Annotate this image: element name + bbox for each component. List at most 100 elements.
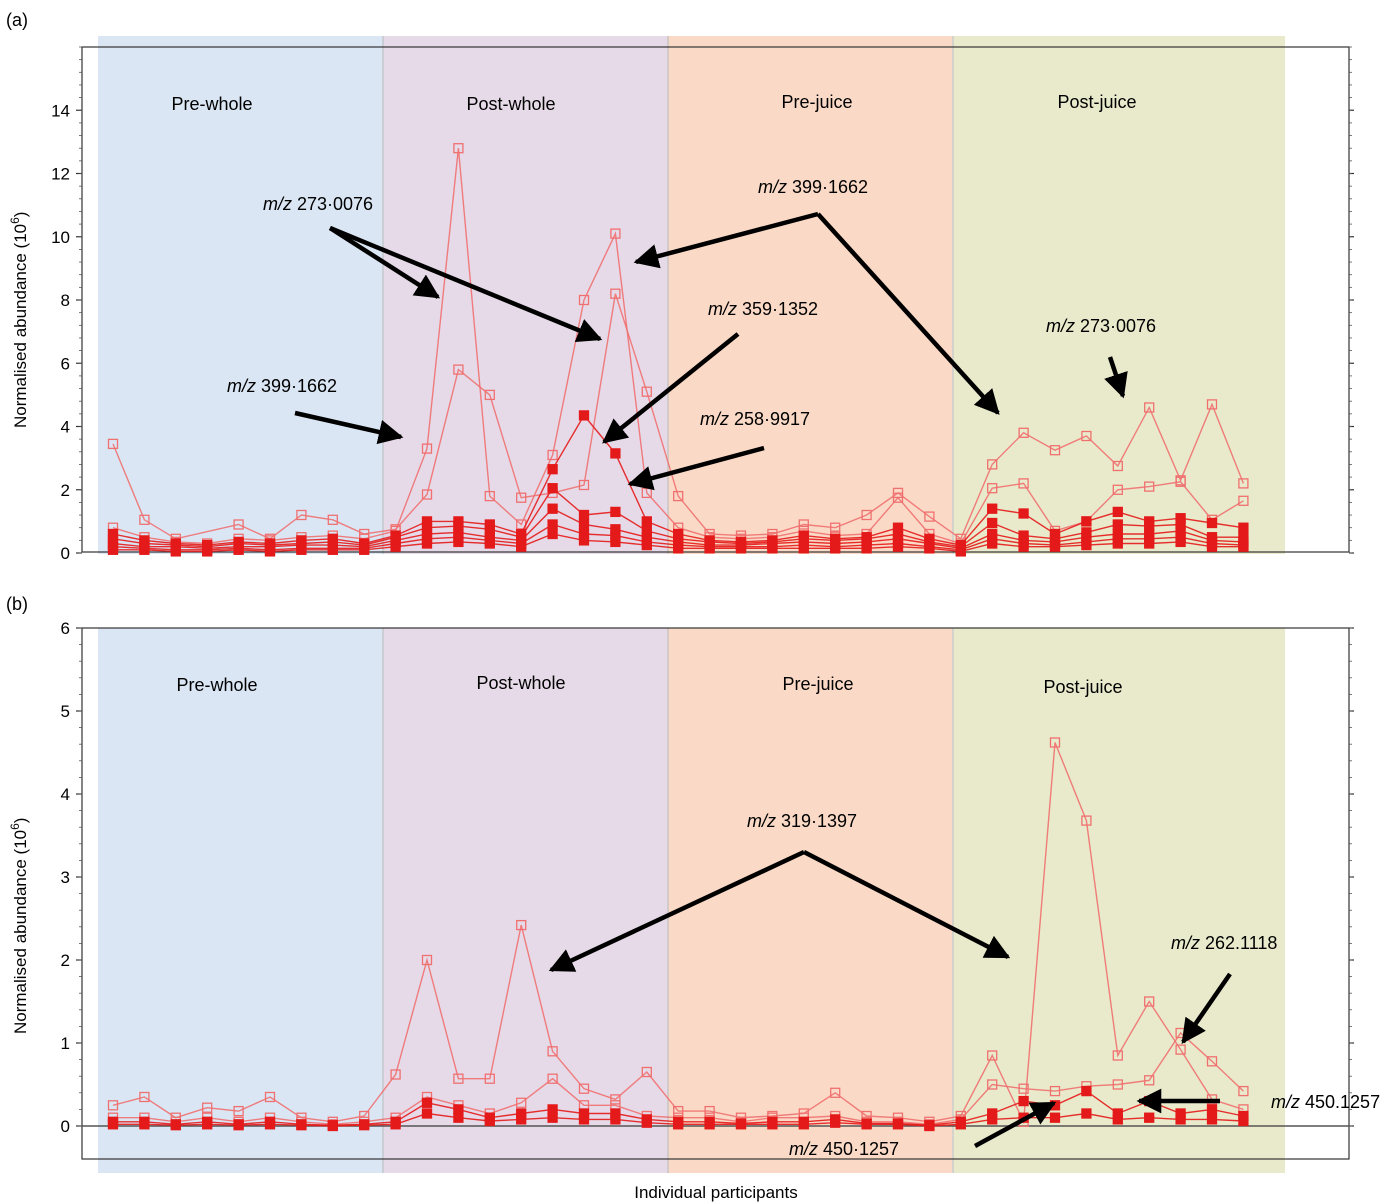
data-point xyxy=(1144,996,1155,1007)
data-point xyxy=(484,389,495,401)
panel-a-label: (a) xyxy=(6,10,28,30)
data-point xyxy=(767,1119,778,1130)
data-point xyxy=(547,449,558,461)
data-point xyxy=(673,490,684,502)
region-label-pre-juice-b: Pre-juice xyxy=(782,674,853,694)
region-label-post-whole-a: Post-whole xyxy=(466,94,555,114)
annotation-arrow xyxy=(602,332,740,444)
data-point xyxy=(987,538,998,549)
data-point xyxy=(390,541,401,552)
data-point xyxy=(1206,517,1218,529)
data-point xyxy=(1238,478,1249,489)
data-point xyxy=(924,543,935,554)
data-point xyxy=(830,1117,841,1128)
data-point xyxy=(327,514,338,525)
data-point xyxy=(735,1119,747,1130)
data-point xyxy=(641,1117,652,1128)
data-point xyxy=(610,1094,621,1105)
region-pre-juice-a xyxy=(668,36,953,554)
annotation-a-4: m/z 258·9917 xyxy=(700,409,810,429)
region-label-pre-whole-a: Pre-whole xyxy=(171,94,252,114)
data-point xyxy=(673,543,684,554)
data-point xyxy=(1081,1085,1092,1097)
annotation-arrow xyxy=(328,226,441,299)
data-point xyxy=(233,544,244,555)
data-point xyxy=(1018,541,1029,552)
data-point xyxy=(1144,1112,1155,1123)
data-point xyxy=(327,1120,338,1132)
annotation-arrow xyxy=(329,225,603,342)
region-label-pre-juice-a: Pre-juice xyxy=(781,92,852,112)
region-pre-juice-b xyxy=(668,628,953,1173)
panel-a: (a) Pre-whole Post-whole Pre-juice Post-… xyxy=(6,10,1354,563)
data-point xyxy=(1206,541,1218,552)
data-point xyxy=(798,1119,809,1130)
y-axis-title-a: Normalised abundance (106) xyxy=(8,212,30,428)
data-point xyxy=(610,288,621,299)
y-tick-label: 4 xyxy=(61,785,70,804)
data-point xyxy=(1081,1108,1092,1119)
data-point xyxy=(547,528,558,540)
y-tick-label: 1 xyxy=(61,1034,70,1053)
data-point xyxy=(296,1120,307,1131)
annotation-a-3: m/z 359·1352 xyxy=(708,299,818,319)
data-point xyxy=(1238,522,1249,533)
y-tick-label: 8 xyxy=(61,291,70,310)
data-point xyxy=(987,483,998,494)
data-point xyxy=(1206,1114,1218,1125)
region-label-post-whole-b: Post-whole xyxy=(476,673,565,693)
data-point xyxy=(170,546,181,557)
data-point xyxy=(578,1083,590,1094)
data-point xyxy=(202,1102,213,1113)
data-point xyxy=(704,1105,715,1117)
data-point xyxy=(139,514,150,525)
data-point xyxy=(1175,476,1186,487)
data-point xyxy=(107,544,119,555)
data-point xyxy=(1175,536,1186,548)
data-point xyxy=(202,546,213,557)
data-point xyxy=(735,543,747,554)
data-point xyxy=(421,1097,433,1108)
annotation-arrow xyxy=(627,445,765,491)
data-point xyxy=(987,503,998,514)
data-point xyxy=(296,509,307,521)
data-point xyxy=(798,519,809,530)
panel-b: (b) Pre-whole Post-whole Pre-juice Post-… xyxy=(6,594,1380,1173)
data-point xyxy=(1049,541,1061,552)
data-point xyxy=(1081,516,1092,527)
data-point xyxy=(987,459,998,470)
data-point xyxy=(484,490,495,502)
data-point xyxy=(202,1119,213,1130)
data-point xyxy=(233,1105,244,1117)
data-point xyxy=(1238,541,1249,552)
data-point xyxy=(1049,445,1061,456)
data-point xyxy=(892,492,904,503)
annotation-arrow xyxy=(1104,356,1128,399)
data-point xyxy=(578,519,590,530)
region-post-juice-a xyxy=(953,36,1285,554)
data-point xyxy=(139,1091,150,1103)
data-point xyxy=(1144,402,1155,413)
data-point xyxy=(861,1119,872,1130)
data-point xyxy=(641,516,652,527)
data-point xyxy=(1112,460,1123,472)
y-tick-label: 2 xyxy=(61,481,70,500)
data-point xyxy=(547,503,558,514)
data-point xyxy=(547,519,558,530)
data-point xyxy=(830,522,841,533)
data-point xyxy=(516,1097,527,1108)
data-point xyxy=(516,541,527,552)
data-point xyxy=(170,1120,181,1131)
data-point xyxy=(1049,1112,1061,1123)
data-point xyxy=(547,464,558,475)
data-point xyxy=(1175,1044,1186,1055)
data-point xyxy=(641,1066,652,1078)
data-point xyxy=(453,1112,464,1123)
data-point xyxy=(390,1069,401,1080)
annotation-b-1: m/z 319·1397 xyxy=(747,811,857,831)
y-axis-title-b: Normalised abundance (106) xyxy=(8,818,30,1034)
data-point xyxy=(924,1120,935,1132)
data-point xyxy=(453,364,464,375)
data-point xyxy=(1144,481,1155,492)
data-point xyxy=(107,438,119,450)
